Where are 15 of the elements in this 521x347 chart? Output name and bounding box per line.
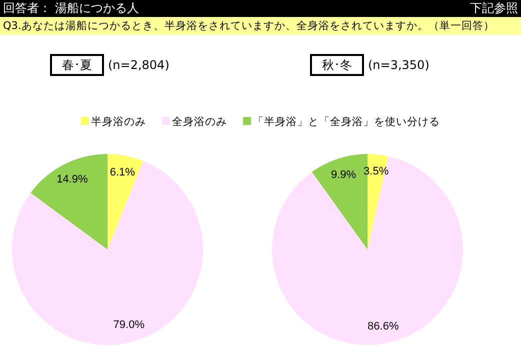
data-label: 9.9% [330, 168, 356, 181]
legend-label: 半身浴のみ [90, 116, 146, 128]
text: 下記参照 [470, 0, 518, 17]
data-label: 6.1% [110, 166, 136, 179]
data-label: 86.6% [368, 320, 399, 332]
chart-title: 秋･冬 [310, 54, 364, 76]
legend-label: 全身浴のみ [171, 116, 227, 128]
text: 回答者： 湯船につかる人 [3, 0, 139, 17]
data-label: 14.9% [56, 174, 88, 186]
data-label: 79.0% [113, 318, 145, 331]
chart-subtitle: (n=2,804) [108, 58, 170, 72]
text: Q3.あなたは湯船につかるとき、半身浴をされていますか、全身浴をされていますか。（単一回答） [0, 17, 521, 35]
legend-label: 「半身浴」と「全身浴」を使い分ける [252, 116, 440, 128]
chart-subtitle: (n=3,350) [368, 58, 430, 72]
chart-title: 春･夏 [50, 54, 104, 76]
